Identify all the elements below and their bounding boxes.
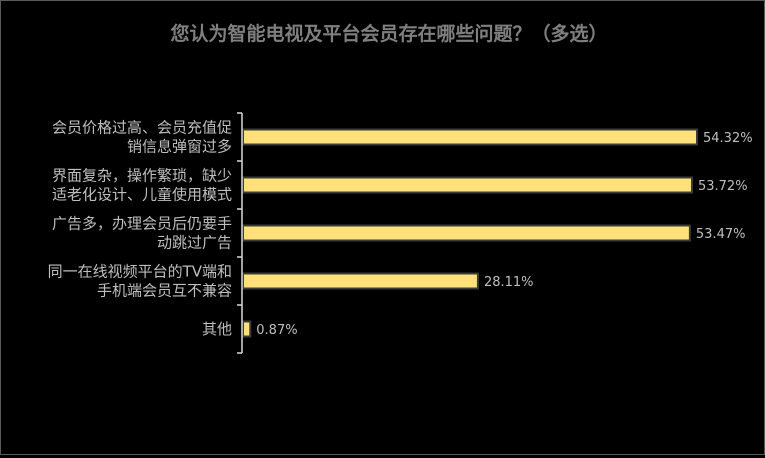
value-label-1: 53.72% [698,179,748,194]
value-labels-group: 54.32% 53.72% 53.47% 28.11% 0.87% [256,131,752,338]
category-label-0: 会员价格过高、会员充值促销信息弹窗过多 [52,119,232,156]
category-label-2: 广告多，办理会员后仍要手动跳过广告 [52,215,232,252]
bar-1 [242,176,693,194]
category-label-4: 其他 [202,320,232,338]
bars-group [237,112,698,354]
category-label-1: 界面复杂，操作繁琐，缺少适老化设计、儿童使用模式 [52,167,232,204]
category-labels-group: 会员价格过高、会员充值促销信息弹窗过多界面复杂，操作繁琐，缺少适老化设计、儿童使… [48,119,232,339]
value-label-2: 53.47% [696,227,746,242]
bar-2 [242,224,691,242]
bar-4 [242,320,252,338]
value-label-4: 0.87% [256,323,297,338]
category-label-3: 同一在线视频平台的TV端和手机端会员互不兼容 [48,263,232,300]
bar-3 [242,272,479,290]
chart-title: 您认为智能电视及平台会员存在哪些问题？（多选） [170,22,607,45]
value-label-3: 28.11% [484,275,534,290]
bar-0 [242,128,698,146]
value-label-0: 54.32% [703,131,753,146]
